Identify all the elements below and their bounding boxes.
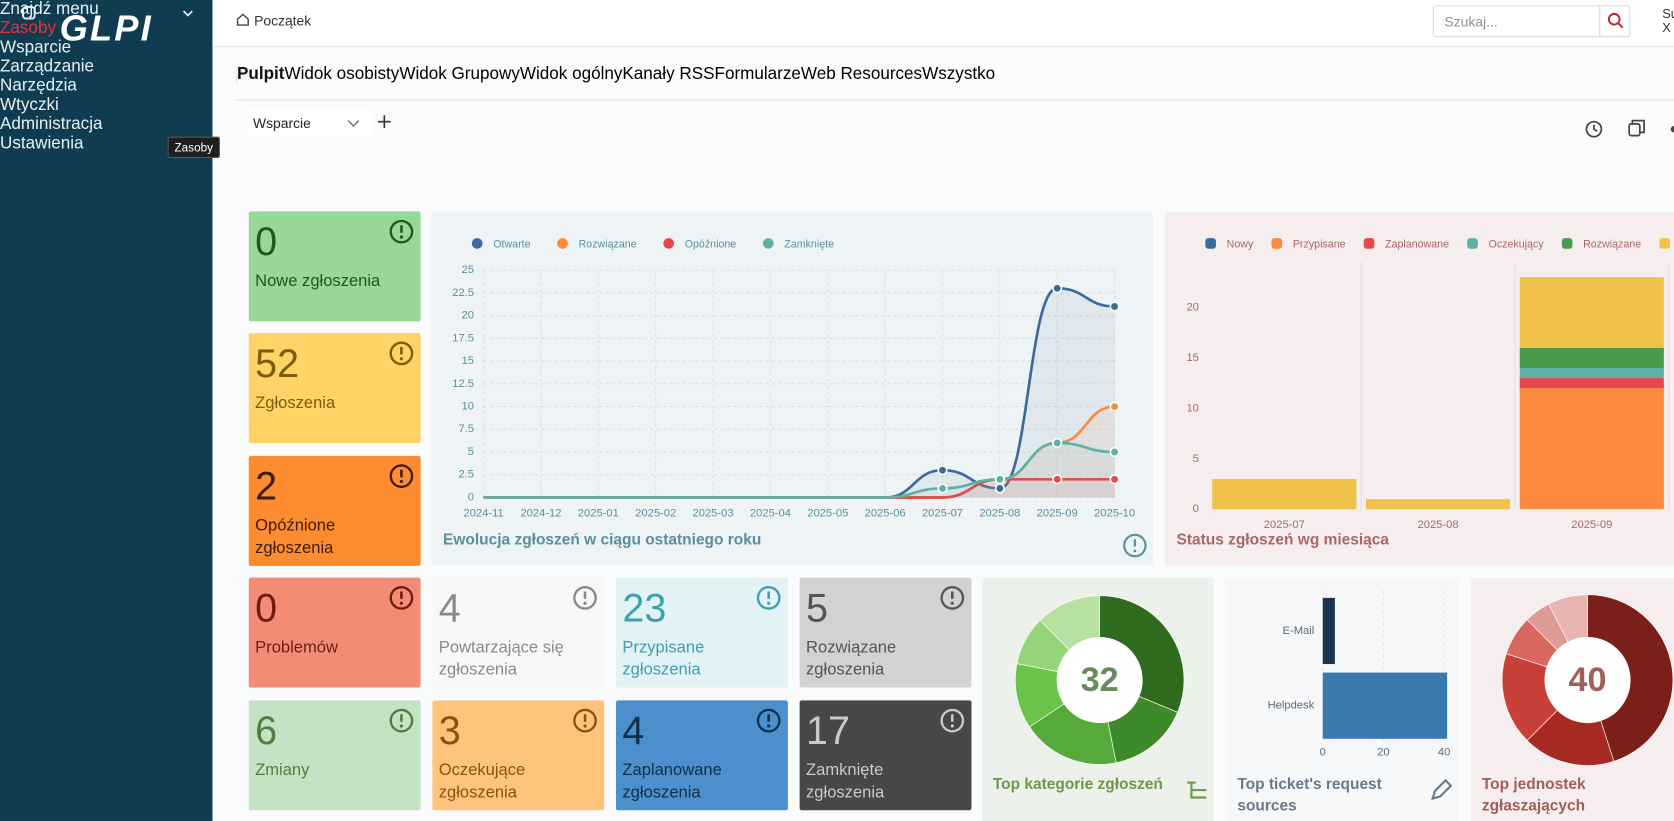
card-label: Powtarzające się zgłoszenia: [438, 638, 564, 679]
chevron: [183, 10, 193, 17]
tab[interactable]: Widok Grupowy: [399, 65, 520, 84]
card-label: Zmiany: [255, 761, 310, 780]
menu-label: Ustawienia: [0, 134, 84, 153]
tab[interactable]: Web Resources: [800, 65, 923, 84]
card-value: 3: [438, 708, 461, 753]
card-icon: [389, 219, 414, 244]
tab[interactable]: Widok ogólny: [519, 65, 623, 84]
tab[interactable]: Widok osobisty: [284, 65, 400, 84]
header: Początek Szukaj... Su X: [212, 0, 1674, 47]
card-icon: [756, 586, 781, 610]
tab[interactable]: Pulpit: [237, 65, 285, 84]
card-value: 4: [622, 708, 645, 753]
menu-item[interactable]: Narzędzia: [0, 6, 212, 96]
clone-icon[interactable]: [1628, 119, 1645, 137]
menu-item[interactable]: Administracja: [0, 6, 212, 134]
chart-title: Status zgłoszeń wg miesiąca: [1176, 531, 1389, 549]
sidebar: GLPI Znajdź menu Zasoby Wsparcie Zarządzani…: [0, 0, 213, 821]
card-value: 23: [622, 586, 667, 630]
card-icon: [389, 586, 414, 610]
search-placeholder: Szukaj...: [1444, 13, 1498, 30]
card-label: Zgłoszenia: [255, 393, 336, 413]
stat-card[interactable]: 23 Przypisane zgłoszenia: [616, 577, 788, 688]
card-value: 17: [806, 708, 850, 753]
search-box[interactable]: Szukaj...: [1432, 5, 1631, 38]
logo[interactable]: GLPI: [59, 8, 153, 50]
dashboard-tools: [1585, 119, 1674, 138]
user-line: Su: [1662, 6, 1674, 22]
menu-item[interactable]: Ustawienia: [0, 6, 212, 154]
card-label: Oczekujące zgłoszenia: [438, 761, 526, 802]
chart-panel: [1164, 211, 1674, 566]
menu-item[interactable]: Zarządzanie: [0, 6, 212, 77]
stat-card[interactable]: 0 Problemów: [248, 577, 421, 688]
card-value: 4: [438, 586, 461, 630]
card-label: Problemów: [255, 638, 338, 657]
tooltip: Zasoby: [167, 136, 220, 159]
card-icon: [756, 708, 781, 733]
menu-label: Narzędzia: [0, 76, 77, 96]
tab-border: [235, 99, 1674, 101]
chart-title: Ewolucja zgłoszeń w ciągu ostatniego rok…: [443, 531, 762, 549]
dashboard-name: Wsparcie: [253, 115, 311, 132]
chart-title: Top kategorie zgłoszeń: [992, 776, 1163, 794]
menu-label: Wtyczki: [0, 96, 59, 115]
card-value: 0: [255, 586, 278, 630]
card-icon: [940, 586, 965, 610]
card-icon: [573, 708, 597, 733]
stat-card[interactable]: 5 Rozwiązane zgłoszenia: [799, 577, 972, 688]
stat-card[interactable]: 0 Nowe zgłoszenia: [248, 211, 421, 322]
home-icon: [236, 13, 249, 26]
card-icon: [573, 586, 597, 610]
card-value: 5: [806, 586, 829, 630]
tab-bar: Pulpit Widok osobisty Widok Grupowy Widok o…: [235, 65, 996, 85]
history-icon[interactable]: [1585, 120, 1603, 138]
add-dashboard[interactable]: [377, 114, 392, 129]
stat-card[interactable]: 6 Zmiany: [248, 700, 421, 811]
tab[interactable]: Formularze: [714, 65, 801, 84]
user-menu[interactable]: Su X: [1662, 7, 1674, 35]
stat-card[interactable]: 52 Zgłoszenia: [248, 333, 421, 444]
card-value: 6: [255, 708, 278, 753]
card-label: Zamknięte zgłoszenia: [806, 761, 885, 802]
tab[interactable]: Wszystko: [922, 65, 996, 84]
stat-card[interactable]: 4 Zaplanowane zgłoszenia: [616, 700, 788, 811]
card-icon: [940, 708, 965, 733]
chart-title: Top jednostek zgłaszających: [1481, 776, 1586, 815]
card-icon: [389, 464, 414, 488]
card-value: 0: [255, 219, 278, 264]
stat-card[interactable]: 3 Oczekujące zgłoszenia: [432, 700, 605, 811]
stat-card[interactable]: 4 Powtarzające się zgłoszenia: [432, 577, 605, 688]
menu-label: Wsparcie: [0, 38, 72, 57]
chart-title: Top ticket's request sources: [1237, 776, 1382, 815]
card-label: Nowe zgłoszenia: [255, 272, 381, 291]
breadcrumb[interactable]: Początek: [254, 12, 312, 29]
card-value: 52: [255, 341, 300, 386]
stat-card[interactable]: 17 Zamknięte zgłoszenia: [799, 700, 972, 811]
menu-label: Administracja: [0, 115, 103, 134]
chevron: [347, 120, 360, 127]
menu-icon: [22, 6, 36, 20]
card-icon: [389, 341, 414, 366]
tab[interactable]: Kanały RSS: [622, 65, 715, 84]
chart-panel: [431, 211, 1154, 566]
card-label: Opóźnione zgłoszenia: [255, 516, 336, 558]
card-icon: [389, 708, 414, 733]
card-value: 2: [255, 464, 278, 509]
menu-item[interactable]: Wtyczki: [0, 6, 212, 115]
dashboard-select[interactable]: Wsparcie: [247, 109, 372, 137]
menu-label: Zarządzanie: [0, 57, 94, 76]
menu-label: Znajdź menu: [0, 0, 99, 19]
card-label: Zaplanowane zgłoszenia: [622, 761, 722, 802]
card-label: Rozwiązane zgłoszenia: [806, 638, 897, 679]
search-button[interactable]: [1599, 6, 1630, 37]
more-icon[interactable]: [1670, 125, 1674, 133]
menu-label: Zasoby: [0, 19, 57, 38]
stat-card[interactable]: 2 Opóźnione zgłoszenia: [248, 455, 421, 566]
card-label: Przypisane zgłoszenia: [622, 638, 705, 679]
user-line: X: [1662, 20, 1671, 36]
